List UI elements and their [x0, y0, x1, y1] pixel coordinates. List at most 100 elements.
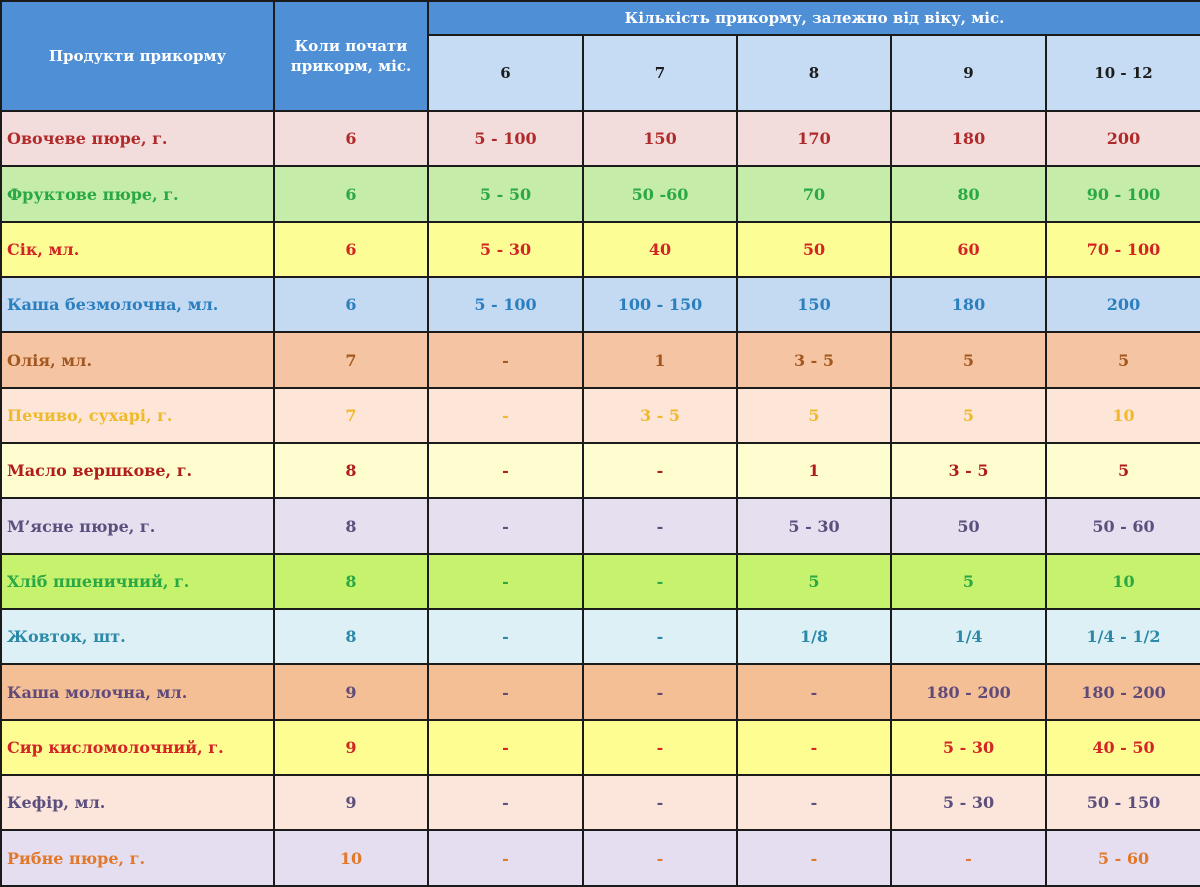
table-row: Каша безмолочна, мл. 6 5 - 100 100 - 150…: [0, 276, 1200, 334]
amount-cell: 1: [736, 442, 892, 500]
product-name: Олія, мл.: [0, 331, 275, 389]
table-row: Жовток, шт. 8 - - 1/8 1/4 1/4 - 1/2: [0, 608, 1200, 666]
table-row: Кефір, мл. 9 - - - 5 - 30 50 - 150: [0, 774, 1200, 832]
product-name: Кефір, мл.: [0, 774, 275, 832]
amount-cell: -: [582, 774, 738, 832]
amount-cell: -: [427, 386, 584, 445]
amount-cell: 70 - 100: [1044, 220, 1200, 279]
amount-cell: 50 -60: [582, 165, 738, 223]
start-age: 6: [273, 109, 429, 168]
amount-cell: 150: [736, 276, 892, 334]
amount-cell: 180 - 200: [1044, 663, 1200, 721]
amount-cell: -: [427, 718, 584, 777]
product-name: Каша молочна, мл.: [0, 663, 275, 721]
product-name: Рибне пюре, г.: [0, 829, 275, 887]
header-age-9: 9: [890, 34, 1047, 112]
product-name: М’ясне пюре, г.: [0, 497, 275, 555]
amount-cell: 40: [582, 220, 738, 279]
amount-cell: -: [736, 663, 892, 721]
start-age: 9: [273, 774, 429, 832]
amount-cell: 80: [890, 165, 1047, 223]
product-name: Каша безмолочна, мл.: [0, 276, 275, 334]
amount-cell: 5: [1044, 442, 1200, 500]
header-amount-group: Кількість прикорму, залежно від віку, мі…: [426, 0, 1200, 36]
header-age-6: 6: [427, 34, 584, 112]
product-name: Жовток, шт.: [0, 608, 275, 666]
start-age: 10: [273, 829, 429, 887]
start-age: 6: [273, 165, 429, 223]
amount-cell: 70: [736, 165, 892, 223]
amount-cell: 5 - 30: [427, 220, 584, 279]
start-age: 9: [273, 718, 429, 777]
header-products: Продукти прикорму: [0, 0, 275, 112]
table-row: Сир кисломолочний, г. 9 - - - 5 - 30 40 …: [0, 718, 1200, 777]
product-name: Хліб пшеничний, г.: [0, 552, 275, 611]
amount-cell: 5: [736, 386, 892, 445]
amount-cell: 40 - 50: [1044, 718, 1200, 777]
amount-cell: 90 - 100: [1044, 165, 1200, 223]
amount-cell: -: [582, 497, 738, 555]
amount-cell: 100 - 150: [582, 276, 738, 334]
amount-cell: -: [736, 829, 892, 887]
table-row: Каша молочна, мл. 9 - - - 180 - 200 180 …: [0, 663, 1200, 721]
amount-cell: 5: [890, 386, 1047, 445]
product-name: Сік, мл.: [0, 220, 275, 279]
amount-cell: -: [582, 829, 738, 887]
start-age: 6: [273, 220, 429, 279]
amount-cell: 5: [736, 552, 892, 611]
amount-cell: 5 - 60: [1044, 829, 1200, 887]
amount-cell: -: [427, 442, 584, 500]
amount-cell: 50 - 60: [1044, 497, 1200, 555]
product-name: Масло вершкове, г.: [0, 442, 275, 500]
amount-cell: 60: [890, 220, 1047, 279]
amount-cell: 1: [582, 331, 738, 389]
table-row: М’ясне пюре, г. 8 - - 5 - 30 50 50 - 60: [0, 497, 1200, 555]
amount-cell: 5: [890, 552, 1047, 611]
amount-cell: 5 - 30: [890, 718, 1047, 777]
start-age: 7: [273, 386, 429, 445]
product-name: Сир кисломолочний, г.: [0, 718, 275, 777]
amount-cell: 150: [582, 109, 738, 168]
amount-cell: 180 - 200: [890, 663, 1047, 721]
amount-cell: 50: [736, 220, 892, 279]
amount-cell: 5: [1044, 331, 1200, 389]
header-age-8: 8: [736, 34, 892, 112]
table-row: Рибне пюре, г. 10 - - - - 5 - 60: [0, 829, 1200, 887]
table-row: Печиво, сухарі, г. 7 - 3 - 5 5 5 10: [0, 386, 1200, 445]
amount-cell: 5 - 100: [427, 276, 584, 334]
amount-cell: -: [582, 552, 738, 611]
amount-cell: -: [582, 608, 738, 666]
amount-cell: -: [427, 663, 584, 721]
amount-cell: 3 - 5: [582, 386, 738, 445]
start-age: 7: [273, 331, 429, 389]
amount-cell: 200: [1044, 109, 1200, 168]
start-age: 8: [273, 552, 429, 611]
amount-cell: 5 - 30: [890, 774, 1047, 832]
amount-cell: 180: [890, 276, 1047, 334]
header-age-7: 7: [582, 34, 738, 112]
amount-cell: 5: [890, 331, 1047, 389]
amount-cell: -: [582, 442, 738, 500]
amount-cell: 1/4 - 1/2: [1044, 608, 1200, 666]
amount-cell: 200: [1044, 276, 1200, 334]
amount-cell: -: [736, 718, 892, 777]
amount-cell: 180: [890, 109, 1047, 168]
table-row: Хліб пшеничний, г. 8 - - 5 5 10: [0, 552, 1200, 611]
amount-cell: -: [427, 552, 584, 611]
amount-cell: -: [736, 774, 892, 832]
amount-cell: 5 - 30: [736, 497, 892, 555]
amount-cell: -: [427, 774, 584, 832]
product-name: Овочеве пюре, г.: [0, 109, 275, 168]
table-row: Олія, мл. 7 - 1 3 - 5 5 5: [0, 331, 1200, 389]
amount-cell: -: [427, 497, 584, 555]
start-age: 8: [273, 608, 429, 666]
amount-cell: 10: [1044, 386, 1200, 445]
amount-cell: -: [427, 331, 584, 389]
header-start-age: Коли почати прикорм, міс.: [273, 0, 429, 112]
amount-cell: 50: [890, 497, 1047, 555]
start-age: 6: [273, 276, 429, 334]
product-name: Печиво, сухарі, г.: [0, 386, 275, 445]
amount-cell: -: [582, 663, 738, 721]
amount-cell: 5 - 100: [427, 109, 584, 168]
